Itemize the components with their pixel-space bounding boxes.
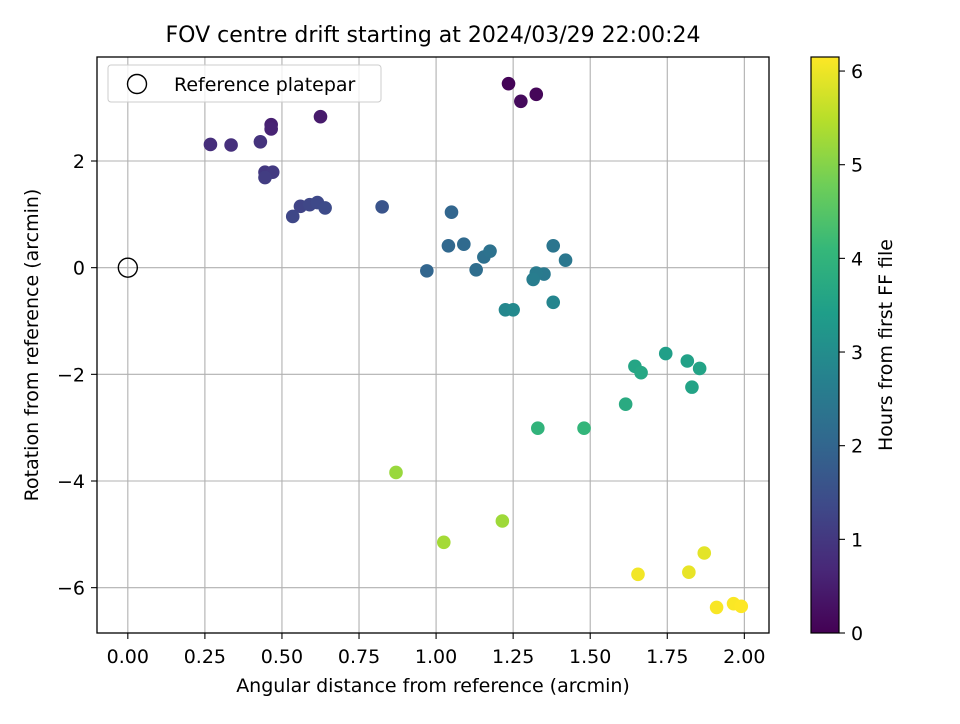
data-point — [709, 600, 724, 615]
y-tick-label: 0 — [73, 258, 85, 280]
scatter-points — [117, 76, 749, 615]
colorbar-frame — [810, 56, 840, 634]
x-tick-label: 1.75 — [646, 646, 688, 668]
data-point — [692, 361, 707, 376]
data-point — [420, 264, 434, 278]
y-tick-label: −4 — [57, 471, 85, 493]
colorbar-tick-label: 2 — [851, 436, 863, 458]
x-axis-label: Angular distance from reference (arcmin) — [236, 675, 630, 697]
data-point — [224, 138, 238, 152]
legend: Reference platepar — [107, 64, 382, 103]
data-point — [526, 272, 540, 287]
y-tick-label: −2 — [57, 364, 85, 386]
data-point — [375, 200, 389, 214]
colorbar-tick-label: 1 — [851, 529, 863, 551]
data-point — [253, 135, 268, 149]
data-point — [531, 421, 545, 436]
data-point — [203, 137, 218, 152]
chart-title: FOV centre drift starting at 2024/03/29 … — [166, 23, 701, 48]
y-tick-label: −6 — [57, 578, 85, 600]
legend-box — [107, 64, 382, 103]
data-point — [501, 76, 516, 91]
data-point — [546, 239, 561, 253]
reference-marker — [117, 257, 139, 278]
x-tick-label: 0.25 — [184, 646, 226, 668]
x-tick-label: 1.50 — [569, 646, 611, 668]
data-point — [389, 465, 403, 480]
data-point — [313, 109, 328, 124]
x-tick-label: 1.25 — [492, 646, 534, 668]
data-point — [285, 209, 300, 224]
colorbar-tick-label: 0 — [851, 623, 863, 645]
data-point — [318, 201, 332, 215]
colorbar-label: Hours from first FF file — [875, 239, 897, 451]
legend-entry-reference: Reference platepar — [174, 74, 356, 96]
x-tick-label: 2.00 — [723, 646, 765, 668]
data-point — [634, 365, 648, 380]
colorbar-tick-label: 3 — [851, 342, 863, 364]
data-point — [618, 397, 633, 412]
colorbar: 0 1 2 3 4 5 6 Hours from first FF file — [810, 56, 897, 645]
data-point — [514, 94, 528, 109]
y-axis-label: Rotation from reference (arcmin) — [21, 189, 43, 502]
data-point — [483, 244, 497, 258]
colorbar-tick-label: 5 — [851, 155, 863, 177]
data-point — [577, 421, 591, 436]
colorbar-tick-label: 4 — [851, 248, 863, 270]
data-point — [558, 253, 573, 267]
plot-frame — [96, 56, 770, 634]
data-point — [685, 380, 699, 394]
data-point — [682, 565, 696, 579]
x-tick-label: 1.00 — [415, 646, 457, 668]
legend-marker-reference — [126, 73, 148, 95]
y-tick-label: 2 — [73, 151, 85, 173]
data-point — [444, 205, 459, 219]
data-point — [457, 237, 471, 251]
x-tick-label: 0.00 — [107, 646, 149, 668]
data-point — [258, 170, 272, 185]
data-point — [631, 567, 645, 582]
colorbar-tick-label: 6 — [851, 61, 863, 83]
colorbar-ticks: 0 1 2 3 4 5 6 — [839, 61, 863, 645]
data-point — [734, 599, 749, 614]
x-tick-label: 0.50 — [261, 646, 303, 668]
data-point — [469, 263, 483, 277]
grid-lines — [97, 57, 769, 633]
colorbar-gradient — [811, 57, 839, 633]
data-point — [495, 514, 510, 528]
data-point — [680, 354, 695, 368]
x-tick-label: 0.75 — [338, 646, 380, 668]
data-point — [264, 122, 278, 136]
data-point — [697, 546, 712, 560]
data-point — [441, 239, 456, 253]
data-point — [506, 303, 520, 317]
data-point — [546, 295, 561, 310]
data-point — [658, 346, 673, 361]
data-point — [436, 535, 451, 550]
axes: 0.00 0.25 0.50 0.75 1.00 1.25 1.50 1.75 2.00 2 0 −2… — [57, 151, 766, 668]
data-point — [529, 87, 544, 102]
